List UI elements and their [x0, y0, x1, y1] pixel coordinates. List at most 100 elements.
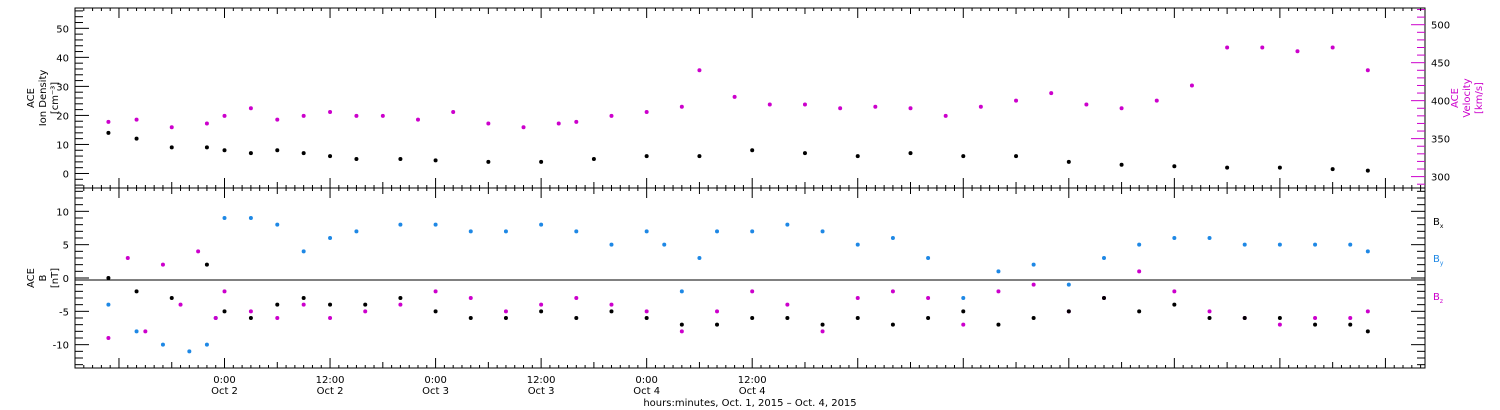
x-tick-label-time: 12:00 [738, 375, 767, 386]
point-density [1066, 159, 1071, 164]
point-By [855, 242, 860, 247]
point-density [1277, 165, 1282, 170]
point-Bz [503, 309, 508, 314]
point-Bz [328, 316, 333, 320]
point-By [398, 222, 403, 227]
point-velocity [609, 113, 614, 118]
b-tick-label: -10 [53, 341, 69, 352]
point-Bz [222, 289, 227, 294]
point-By [1172, 236, 1177, 240]
point-velocity [873, 104, 878, 109]
point-Bx [644, 316, 649, 320]
x-tick-label-date: Oct 2 [317, 386, 344, 397]
point-velocity [1330, 45, 1335, 50]
point-By [996, 269, 1001, 274]
point-velocity [978, 104, 983, 109]
point-By [503, 229, 508, 234]
point-density [433, 158, 438, 163]
point-Bx [1031, 316, 1036, 320]
velocity-tick-label: 400 [1431, 97, 1450, 108]
point-By [1031, 262, 1036, 267]
point-By [539, 222, 544, 227]
point-density [1014, 154, 1019, 159]
point-density [908, 151, 913, 156]
point-Bx [1277, 316, 1282, 320]
top-panel-frame [74, 7, 1426, 189]
point-Bx [961, 309, 966, 314]
point-velocity [275, 117, 280, 122]
density-axis-title-line-2: Ion Density [38, 70, 49, 127]
point-Bx [301, 296, 306, 300]
point-Bz [574, 296, 579, 300]
point-Bx [1313, 322, 1318, 327]
point-Bx [433, 309, 438, 314]
point-velocity [1365, 68, 1370, 73]
point-Bx [750, 316, 755, 320]
point-Bz [196, 249, 201, 254]
bottom-panel-points [106, 216, 1370, 354]
velocity-axis-title-line-2: Velocity [1462, 78, 1473, 117]
point-Bx [275, 302, 280, 307]
b-axis-title-line-3: [nT] [50, 268, 61, 288]
point-Bz [1365, 309, 1370, 314]
point-density [248, 151, 253, 156]
b-tick-label: 10 [56, 207, 69, 218]
x-tick-label-date: Oct 3 [422, 386, 449, 397]
point-By [820, 229, 825, 234]
point-velocity [1014, 98, 1019, 103]
velocity-axis-title-line-1: ACE [1450, 88, 1461, 108]
legend-by: By [1433, 254, 1444, 267]
point-density [1119, 162, 1124, 167]
point-Bz [644, 309, 649, 314]
b-tick-label: 0 [63, 274, 69, 285]
point-Bx [468, 316, 473, 320]
point-velocity [354, 113, 359, 118]
point-density [486, 159, 491, 164]
point-By [248, 216, 253, 220]
point-velocity [767, 102, 772, 107]
point-density [204, 145, 209, 150]
point-By [609, 242, 614, 247]
point-Bx [1137, 309, 1142, 314]
point-By [222, 216, 227, 220]
point-velocity [169, 125, 174, 130]
point-Bz [926, 296, 931, 300]
point-By [468, 229, 473, 234]
b-axis-title-line-1: ACE [26, 268, 37, 288]
point-By [433, 222, 438, 227]
point-Bz [468, 296, 473, 300]
point-By [697, 256, 702, 260]
point-density [855, 154, 860, 159]
point-Bz [160, 262, 165, 267]
point-velocity [732, 94, 737, 99]
point-density [169, 145, 174, 150]
point-By [1207, 236, 1212, 240]
point-density [275, 148, 280, 153]
x-tick-label-date: Oct 4 [739, 386, 766, 397]
point-velocity [1049, 91, 1054, 96]
point-By [106, 302, 111, 307]
legend: Bx By Bz [1433, 217, 1444, 305]
point-density [591, 156, 596, 161]
point-Bz [820, 329, 825, 334]
point-Bx [609, 309, 614, 314]
velocity-tick-label: 300 [1431, 173, 1450, 184]
point-density [354, 156, 359, 161]
point-Bz [961, 322, 966, 327]
point-By [785, 222, 790, 227]
point-By [1277, 242, 1282, 247]
x-tick-label-time: 0:00 [424, 375, 446, 386]
point-Bz [715, 309, 720, 314]
point-Bz [275, 316, 280, 320]
point-velocity [1225, 45, 1230, 50]
legend-bx: Bx [1433, 217, 1444, 230]
point-By [275, 222, 280, 227]
point-Bx [890, 322, 895, 327]
point-Bz [301, 302, 306, 307]
point-Bz [363, 309, 368, 314]
point-velocity [943, 113, 948, 118]
b-tick-label: -5 [59, 307, 69, 318]
point-By [1137, 242, 1142, 247]
density-axis-title: ACE Ion Density [cm⁻³] [26, 70, 61, 127]
point-Bz [890, 289, 895, 294]
